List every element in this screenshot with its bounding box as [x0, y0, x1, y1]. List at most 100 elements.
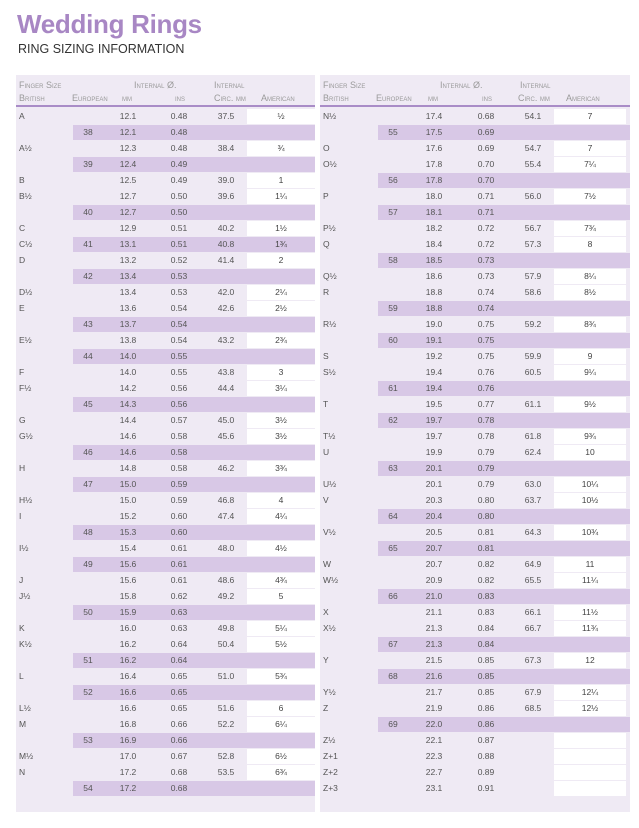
- internal-mm-cell: 18.8: [425, 287, 443, 297]
- internal-mm-cell: 21.9: [425, 703, 443, 713]
- american-size-cell: 3½: [247, 413, 315, 428]
- european-size-band: [73, 445, 315, 460]
- british-size-cell: U½: [323, 479, 337, 489]
- circumference-mm-cell: 59.2: [524, 319, 542, 329]
- european-size-band: [378, 541, 630, 556]
- header-european: European: [72, 93, 108, 103]
- table-row: Q 18.4 0.72 57.3 8: [320, 237, 630, 252]
- american-size-cell: [554, 125, 626, 140]
- table-row: J 15.6 0.61 48.6 4¾: [16, 573, 315, 588]
- internal-ins-cell: 0.57: [170, 415, 188, 425]
- table-row: A 12.1 0.48 37.5 ½: [16, 109, 315, 124]
- internal-mm-cell: 23.1: [425, 783, 443, 793]
- circumference-mm-cell: [512, 381, 554, 396]
- european-size-band: [73, 781, 315, 796]
- header-american: American: [261, 93, 295, 103]
- internal-mm-cell: 17.8: [425, 175, 443, 185]
- header-internal-diameter: Internal Ø.: [134, 80, 177, 90]
- circumference-mm-cell: [512, 541, 554, 556]
- british-size-cell: P: [323, 191, 329, 201]
- circumference-mm-cell: [512, 461, 554, 476]
- european-size-cell: [378, 525, 408, 540]
- internal-ins-cell: 0.85: [477, 655, 495, 665]
- table-row: W½ 20.9 0.82 65.5 11¼: [320, 573, 630, 588]
- internal-ins-cell: 0.67: [170, 751, 188, 761]
- british-size-cell: [16, 733, 73, 748]
- table-row: M 16.8 0.66 52.2 6¼: [16, 717, 315, 732]
- american-size-cell: 5½: [247, 637, 315, 652]
- table-row: Z+1 22.3 0.88: [320, 749, 630, 764]
- circumference-mm-cell: 44.4: [217, 383, 235, 393]
- american-size-cell: 11¾: [554, 621, 626, 636]
- table-row: 68 21.6 0.85: [320, 669, 630, 684]
- table-row: N½ 17.4 0.68 54.1 7: [320, 109, 630, 124]
- internal-mm-cell: 18.4: [425, 239, 443, 249]
- circumference-mm-cell: 57.3: [524, 239, 542, 249]
- american-size-cell: 7: [554, 109, 626, 124]
- european-size-cell: [378, 365, 408, 380]
- european-size-band: [378, 413, 630, 428]
- circumference-mm-cell: 66.1: [524, 607, 542, 617]
- british-size-cell: E: [19, 303, 25, 313]
- circumference-mm-cell: [205, 653, 247, 668]
- header-ins: ins: [482, 93, 493, 103]
- american-size-cell: 8: [554, 237, 626, 252]
- circumference-mm-cell: [205, 781, 247, 796]
- header-finger-size: Finger Size: [323, 80, 366, 90]
- american-size-cell: [247, 205, 315, 220]
- internal-mm-cell: 15.2: [119, 511, 137, 521]
- circumference-mm-cell: 49.2: [217, 591, 235, 601]
- header-ins: ins: [175, 93, 186, 103]
- european-size-band: [73, 349, 315, 364]
- table-row: Z½ 22.1 0.87: [320, 733, 630, 748]
- american-size-cell: 8½: [554, 285, 626, 300]
- table-row: L½ 16.6 0.65 51.6 6: [16, 701, 315, 716]
- circumference-mm-cell: [512, 781, 554, 796]
- american-size-cell: 10½: [554, 493, 626, 508]
- internal-ins-cell: 0.74: [477, 303, 495, 313]
- circumference-mm-cell: 64.9: [524, 559, 542, 569]
- internal-ins-cell: 0.74: [477, 287, 495, 297]
- internal-ins-cell: 0.86: [477, 703, 495, 713]
- internal-ins-cell: 0.68: [477, 111, 495, 121]
- internal-ins-cell: 0.56: [170, 399, 188, 409]
- british-size-cell: J½: [19, 591, 31, 601]
- table-row: C½ 41 13.1 0.51 40.8 1¾: [16, 237, 315, 252]
- table-row: 62 19.7 0.78: [320, 413, 630, 428]
- internal-mm-cell: 13.4: [119, 287, 137, 297]
- british-size-cell: F: [19, 367, 25, 377]
- british-size-cell: K: [19, 623, 25, 633]
- british-size-cell: V½: [323, 527, 336, 537]
- header-circ-mm: Circ. mm: [214, 93, 246, 103]
- table-row: 46 14.6 0.58: [16, 445, 315, 460]
- circumference-mm-cell: [205, 125, 247, 140]
- internal-ins-cell: 0.52: [170, 255, 188, 265]
- european-size-cell: [73, 365, 103, 380]
- european-size-cell: 41: [83, 239, 93, 249]
- european-size-cell: [73, 589, 103, 604]
- internal-ins-cell: 0.61: [170, 543, 188, 553]
- european-size-cell: [378, 269, 408, 284]
- british-size-cell: W: [323, 559, 332, 569]
- american-size-cell: 1½: [247, 221, 315, 236]
- circumference-mm-cell: 43.2: [217, 335, 235, 345]
- european-size-cell: 55: [388, 127, 398, 137]
- circumference-mm-cell: [512, 717, 554, 732]
- internal-mm-cell: 19.7: [425, 415, 443, 425]
- british-size-cell: F½: [19, 383, 32, 393]
- european-size-cell: [73, 413, 103, 428]
- table-row: P½ 18.2 0.72 56.7 7¾: [320, 221, 630, 236]
- internal-ins-cell: 0.65: [170, 671, 188, 681]
- british-size-cell: U: [323, 447, 330, 457]
- circumference-mm-cell: 40.8: [217, 239, 235, 249]
- internal-ins-cell: 0.64: [170, 639, 188, 649]
- internal-ins-cell: 0.55: [170, 367, 188, 377]
- table-row: K½ 16.2 0.64 50.4 5½: [16, 637, 315, 652]
- european-size-band: [73, 397, 315, 412]
- internal-ins-cell: 0.58: [170, 431, 188, 441]
- table-row: 60 19.1 0.75: [320, 333, 630, 348]
- circumference-mm-cell: 64.3: [524, 527, 542, 537]
- british-size-cell: L½: [19, 703, 31, 713]
- american-size-cell: [554, 669, 626, 684]
- internal-mm-cell: 16.8: [119, 719, 137, 729]
